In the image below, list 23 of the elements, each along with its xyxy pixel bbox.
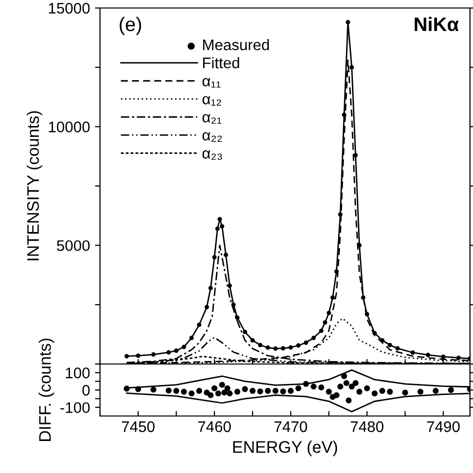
legend-label: α₁₂ [202, 96, 222, 106]
legend-label: α₂₃ [202, 150, 222, 160]
x-tick-label: 7480 [350, 421, 384, 432]
x-axis-title: ENERGY (eV) [233, 440, 338, 456]
legend-label: α₂₁ [202, 114, 222, 124]
y-tick-label: 10000 [48, 122, 90, 132]
y-tick-label: 5000 [56, 240, 90, 252]
y-axis-title: DIFF. (counts) [38, 338, 54, 441]
legend-label: α₁₁ [202, 78, 221, 88]
y-tick-label: 15000 [48, 2, 90, 14]
y-tick-label: 100 [66, 368, 90, 378]
legend-label: Fitted [203, 57, 240, 68]
x-tick-label: 7450 [122, 421, 155, 432]
x-tick-label: 7490 [427, 421, 460, 432]
x-tick-label: 7470 [274, 421, 308, 432]
y-axis-title: INTENSITY (counts) [26, 111, 42, 260]
x-tick-label: 7460 [198, 421, 231, 432]
legend-label: Measured [203, 39, 269, 50]
annotation: NiKα [414, 16, 459, 32]
annotation: (e) [120, 16, 142, 36]
legend-label: α₂₂ [202, 132, 222, 142]
y-tick-label: 0 [82, 384, 90, 396]
y-tick-label: -100 [60, 402, 90, 414]
